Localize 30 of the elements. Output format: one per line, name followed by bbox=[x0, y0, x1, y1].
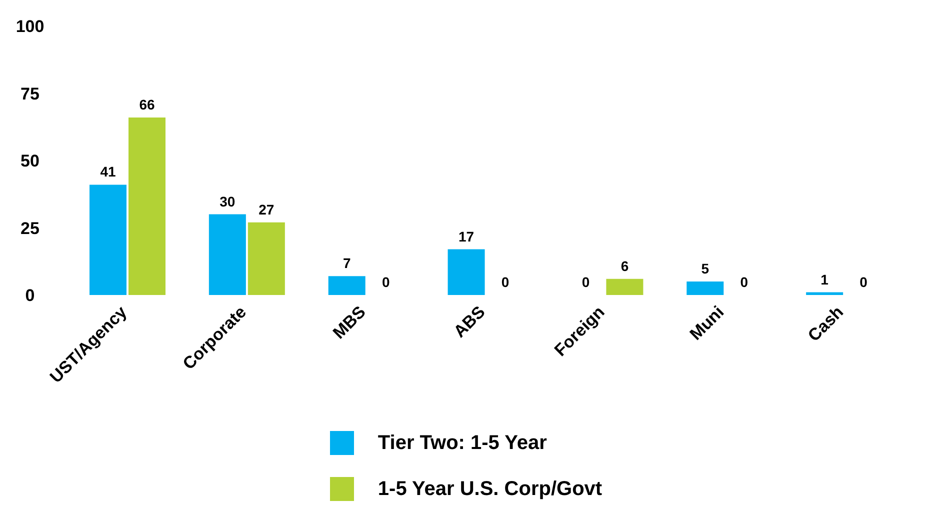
data-label: 6 bbox=[620, 258, 629, 274]
y-tick-label: 50 bbox=[20, 152, 40, 171]
data-label: 5 bbox=[701, 260, 710, 277]
data-label: 41 bbox=[100, 164, 116, 180]
y-tick-label: 75 bbox=[20, 84, 40, 104]
data-label: 17 bbox=[458, 228, 474, 244]
bar bbox=[248, 222, 285, 295]
bar bbox=[128, 117, 166, 295]
data-label: 0 bbox=[501, 274, 510, 290]
y-tick-label: 100 bbox=[16, 17, 44, 36]
data-label: 0 bbox=[860, 274, 868, 290]
bar bbox=[328, 276, 366, 295]
bar bbox=[806, 292, 844, 295]
data-label: 0 bbox=[582, 274, 590, 290]
y-tick-label: 0 bbox=[25, 286, 35, 306]
bar bbox=[606, 278, 644, 295]
y-tick-label: 25 bbox=[20, 218, 40, 238]
legend-label: Tier Two: 1-5 Year bbox=[378, 431, 547, 456]
data-label: 66 bbox=[139, 96, 155, 112]
bar bbox=[89, 184, 126, 295]
bar bbox=[448, 249, 485, 295]
data-label: 0 bbox=[740, 274, 748, 290]
bar bbox=[208, 214, 246, 295]
data-label: 0 bbox=[382, 274, 390, 290]
legend-label: 1-5 Year U.S. Corp/Govt bbox=[378, 477, 602, 502]
data-label: 30 bbox=[220, 193, 236, 210]
data-label: 7 bbox=[342, 255, 351, 272]
bar bbox=[686, 282, 724, 295]
data-label: 1 bbox=[820, 271, 829, 288]
data-label: 27 bbox=[258, 201, 274, 218]
